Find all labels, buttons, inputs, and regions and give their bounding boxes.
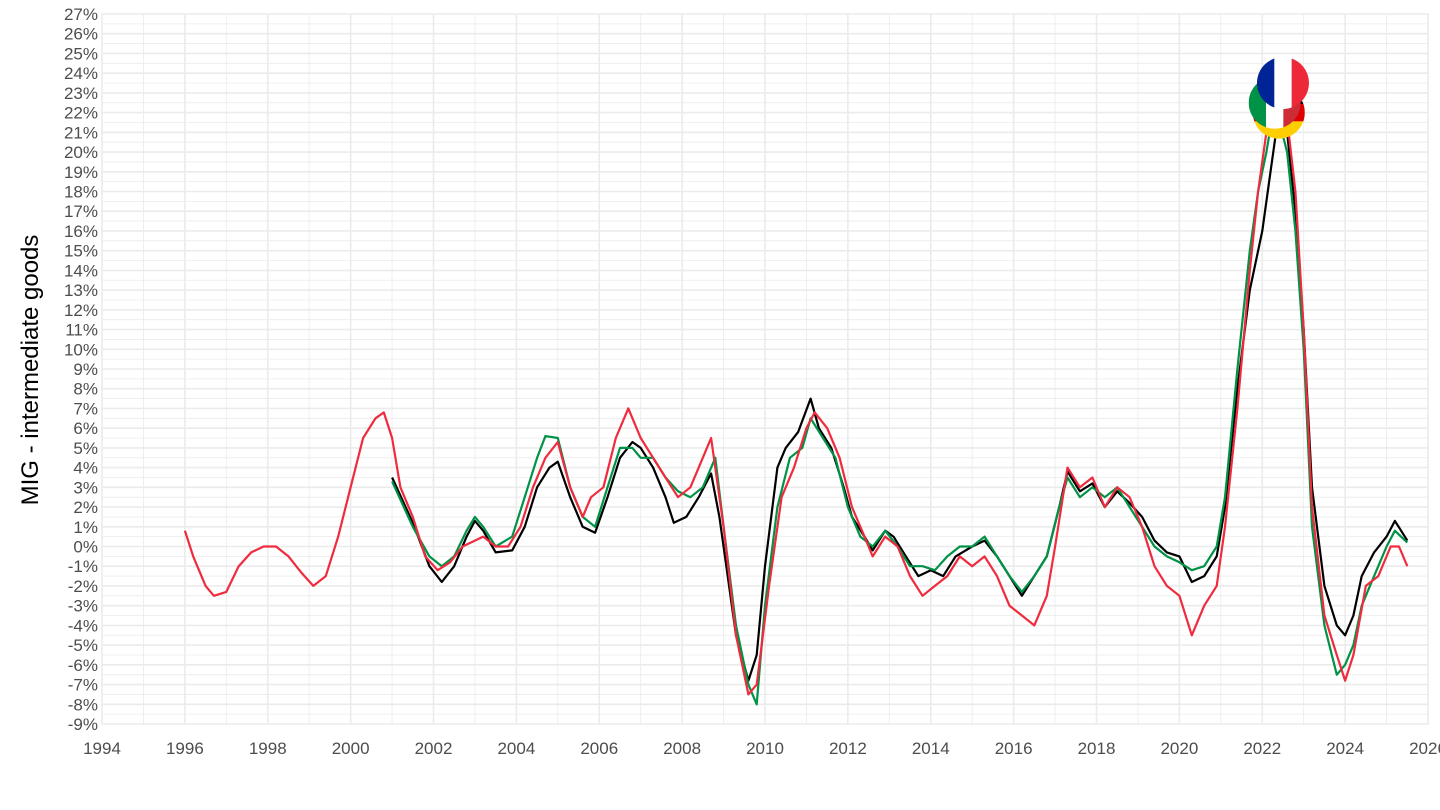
series-line-france: [183, 81, 1409, 696]
x-tick-label: 2014: [912, 739, 950, 758]
y-tick-label: 2%: [73, 498, 98, 517]
flag-markers: [1248, 57, 1309, 139]
x-tick-label: 2010: [746, 739, 784, 758]
y-tick-label: -6%: [68, 656, 98, 675]
y-tick-label: -1%: [68, 557, 98, 576]
y-tick-label: 21%: [64, 123, 98, 142]
x-tick-label: 2006: [580, 739, 618, 758]
x-tick-label: 1996: [166, 739, 204, 758]
y-tick-label: 12%: [64, 301, 98, 320]
y-tick-label: 24%: [64, 64, 98, 83]
y-tick-label: 27%: [64, 5, 98, 24]
y-tick-label: 14%: [64, 261, 98, 280]
y-tick-label: 3%: [73, 478, 98, 497]
y-tick-label: 13%: [64, 281, 98, 300]
y-tick-label: 16%: [64, 222, 98, 241]
x-tick-label: 2002: [415, 739, 453, 758]
series-line-germany: [391, 111, 1409, 682]
y-tick-label: -9%: [68, 715, 98, 734]
y-tick-label: 7%: [73, 399, 98, 418]
y-tick-label: 0%: [73, 538, 98, 557]
x-tick-label: 1994: [83, 739, 121, 758]
y-tick-label: 10%: [64, 340, 98, 359]
y-tick-label: 5%: [73, 439, 98, 458]
x-tick-label: 2008: [663, 739, 701, 758]
x-tick-label: 1998: [249, 739, 287, 758]
y-tick-label: -2%: [68, 577, 98, 596]
y-tick-label: 11%: [65, 321, 98, 340]
x-tick-label: 2004: [497, 739, 535, 758]
france-flag-icon: [1256, 57, 1309, 110]
y-tick-label: -8%: [68, 695, 98, 714]
y-tick-label: 23%: [64, 84, 98, 103]
y-tick-label: 26%: [64, 25, 98, 44]
y-tick-label: 19%: [64, 163, 98, 182]
y-tick-label: 9%: [73, 360, 98, 379]
series-lines: [183, 81, 1409, 706]
x-tick-label: 2018: [1078, 739, 1116, 758]
y-axis-label: MIG - intermediate goods: [17, 235, 44, 506]
x-tick-label: 2000: [332, 739, 370, 758]
x-tick-label: 2026: [1409, 739, 1440, 758]
y-tick-label: 17%: [64, 202, 98, 221]
y-tick-label: 8%: [73, 380, 98, 399]
y-tick-label: 4%: [73, 459, 98, 478]
y-tick-label: 15%: [64, 242, 98, 261]
y-tick-label: 18%: [64, 183, 98, 202]
y-tick-label: 1%: [73, 518, 98, 537]
y-tick-label: 6%: [73, 419, 98, 438]
y-tick-label: 25%: [64, 44, 98, 63]
x-tick-label: 2022: [1243, 739, 1281, 758]
y-tick-label: -4%: [68, 616, 98, 635]
x-tick-label: 2016: [995, 739, 1033, 758]
y-tick-label: -5%: [68, 636, 98, 655]
y-axis-ticks: -9%-8%-7%-6%-5%-4%-3%-2%-1%0%1%2%3%4%5%6…: [64, 5, 98, 734]
y-tick-label: 20%: [64, 143, 98, 162]
x-tick-label: 2012: [829, 739, 867, 758]
x-tick-label: 2024: [1326, 739, 1364, 758]
x-tick-label: 2020: [1160, 739, 1198, 758]
y-tick-label: -3%: [68, 597, 98, 616]
y-tick-label: -7%: [68, 676, 98, 695]
y-tick-label: 22%: [64, 104, 98, 123]
x-axis-ticks: 1994 1996 1998 2000 2002 2004 2006 2008 2010 2012…: [83, 739, 1440, 758]
